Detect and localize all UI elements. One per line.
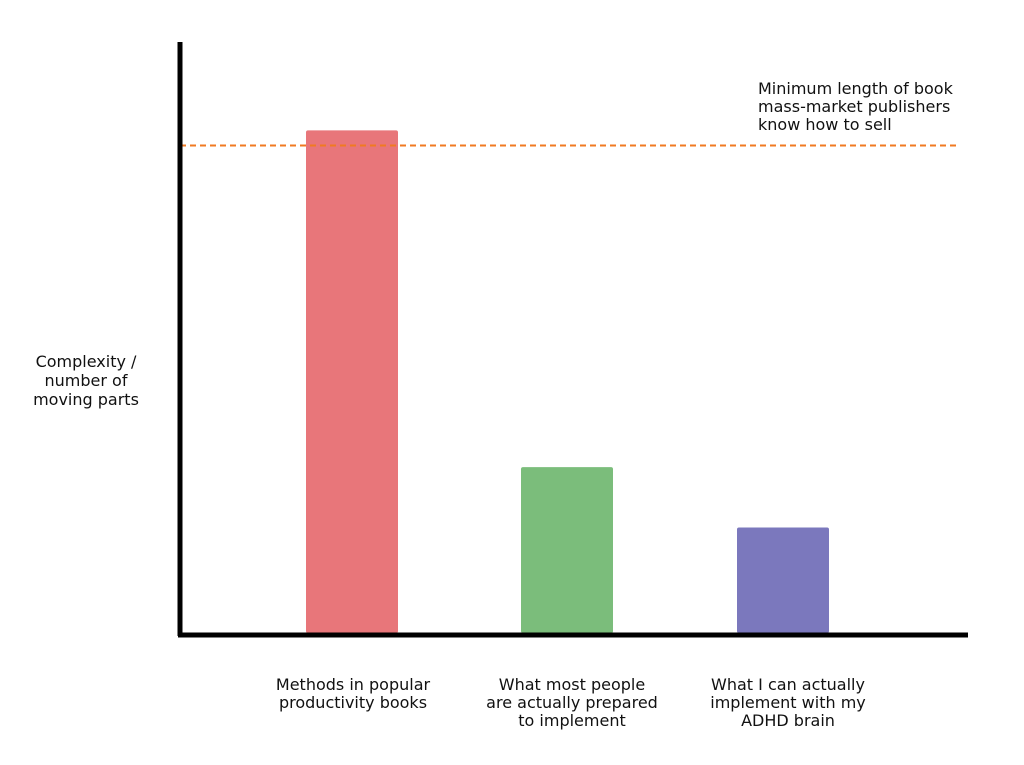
- bar-adhd-brain: [737, 527, 829, 633]
- y-axis-label-line: moving parts: [33, 390, 139, 409]
- category-label-line: ADHD brain: [741, 711, 835, 730]
- y-axis-label-line: Complexity /: [35, 352, 137, 371]
- category-label-line: are actually prepared: [486, 693, 658, 712]
- category-label-line: What I can actually: [711, 675, 865, 694]
- category-label-line: implement with my: [710, 693, 866, 712]
- category-label-popular-books: Methods in popular productivity books: [243, 676, 463, 712]
- annotation-line: mass-market publishers: [758, 97, 951, 116]
- category-label-line: Methods in popular: [275, 675, 431, 694]
- category-label-line: productivity books: [278, 693, 428, 712]
- bar-most-people: [521, 467, 613, 633]
- category-label-most-people: What most people are actually prepared t…: [462, 676, 682, 730]
- annotation-line: Minimum length of book: [758, 79, 953, 98]
- category-label-line: to implement: [518, 711, 626, 730]
- y-axis-label: Complexity / number of moving parts: [6, 352, 166, 409]
- reference-line-annotation: Minimum length of book mass-market publi…: [758, 80, 1008, 134]
- annotation-line: know how to sell: [758, 115, 892, 134]
- y-axis-label-line: number of: [44, 371, 128, 390]
- category-label-line: What most people: [498, 675, 646, 694]
- bars-group: [306, 130, 829, 633]
- bar-popular-books: [306, 130, 398, 633]
- category-label-adhd-brain: What I can actually implement with my AD…: [678, 676, 898, 730]
